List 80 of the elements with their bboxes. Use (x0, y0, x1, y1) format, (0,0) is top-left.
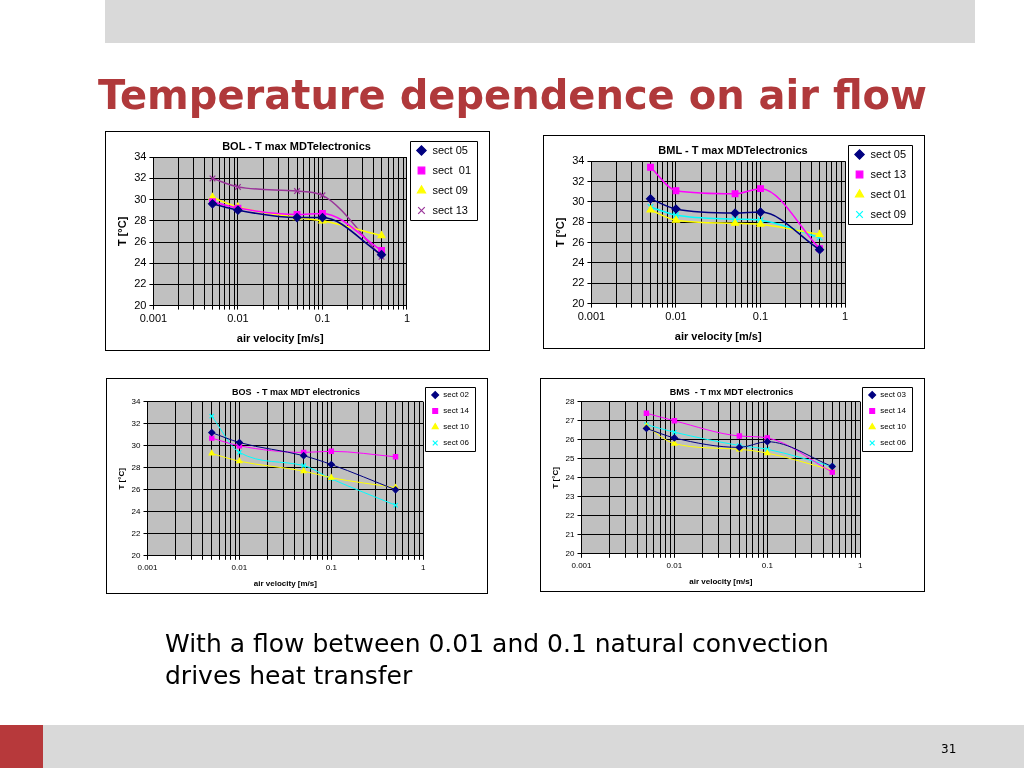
y-tick-label: 32 (572, 174, 585, 187)
y-tick-label: 27 (565, 416, 576, 425)
x-tick-label: 0.1 (761, 560, 774, 570)
y-tick-label: 26 (131, 485, 142, 494)
y-tick-label: 32 (131, 419, 142, 428)
x-tick-label: 0.001 (137, 562, 159, 572)
x-tick-label: 1 (403, 312, 411, 325)
y-tick-label: 20 (134, 298, 147, 311)
legend-label: sect 01 (870, 187, 906, 200)
text: With a flow between 0.01 and 0.1 natural convection drives heat transfer (165, 628, 830, 692)
y-tick-label: 30 (572, 194, 585, 207)
y-tick-label: 24 (565, 473, 576, 482)
y-tick-label: 24 (134, 256, 147, 269)
x-tick-label: 1 (857, 560, 863, 570)
y-tick-label: 26 (134, 235, 147, 248)
y-tick-label: 20 (131, 551, 142, 560)
y-tick-label: 22 (134, 277, 147, 290)
y-tick-label: 22 (131, 529, 142, 538)
y-tick-label: 24 (572, 255, 585, 268)
legend-label: sect 05 (870, 147, 906, 160)
y-axis-title: T [°C] (115, 216, 128, 247)
chart-title: BOL - T max MDTelectronics (222, 139, 371, 152)
x-tick-label: 0.1 (752, 310, 769, 323)
x-tick-label: 0.01 (666, 560, 683, 570)
legend-label: sect 03 (880, 390, 907, 400)
y-tick-label: 30 (134, 192, 147, 205)
legend-label: sect 10 (443, 422, 470, 432)
y-tick-label: 34 (131, 397, 142, 406)
text: Temperature dependence on air flow (98, 71, 927, 119)
x-tick-label: 0.001 (139, 312, 168, 325)
legend-label: sect 10 (880, 422, 907, 432)
y-tick-label: 25 (565, 454, 576, 463)
legend-label: sect 14 (880, 406, 907, 416)
x-tick-label: 0.001 (571, 560, 593, 570)
y-tick-label: 30 (131, 441, 142, 450)
y-tick-label: 20 (565, 549, 576, 558)
x-tick-label: 0.1 (325, 562, 338, 572)
x-tick-label: 0.01 (227, 312, 249, 325)
x-tick-label: 0.01 (231, 562, 248, 572)
y-tick-label: 32 (134, 171, 147, 184)
x-axis-title: air velocity [m/s] (674, 330, 762, 343)
legend-label: sect 13 (870, 167, 906, 180)
legend-label: sect 01 (432, 163, 472, 176)
y-axis-title: T [°C] (551, 466, 560, 489)
y-tick-label: 26 (572, 235, 585, 248)
y-tick-label: 28 (565, 397, 576, 406)
y-tick-label: 34 (134, 150, 147, 163)
chart-title: BOS - T max MDT electronics (231, 386, 361, 397)
y-tick-label: 22 (572, 276, 585, 289)
y-axis-title: T [°C] (117, 467, 126, 490)
y-tick-label: 28 (572, 215, 585, 228)
x-axis-title: air velocity [m/s] (236, 332, 324, 345)
y-axis-title: T [°C] (553, 217, 566, 248)
y-tick-label: 26 (565, 435, 576, 444)
chart-title: BML - T max MDTelectronics (658, 143, 808, 156)
y-tick-label: 34 (572, 154, 585, 167)
y-tick-label: 22 (565, 511, 576, 520)
y-tick-label: 28 (131, 463, 142, 472)
x-tick-label: 1 (420, 562, 426, 572)
chart-title: BMS - T mx MDT electronics (669, 386, 794, 397)
x-tick-label: 0.01 (665, 310, 687, 323)
x-tick-label: 1 (841, 310, 849, 323)
text: 31 (941, 742, 957, 756)
legend-label: sect 13 (432, 203, 468, 216)
x-tick-label: 0.001 (577, 310, 606, 323)
x-axis-title: air velocity [m/s] (253, 579, 318, 589)
y-tick-label: 23 (565, 492, 576, 501)
y-tick-label: 21 (565, 530, 576, 539)
y-tick-label: 28 (134, 213, 147, 226)
legend-label: sect 14 (443, 406, 470, 416)
x-axis-title: air velocity [m/s] (689, 577, 753, 587)
x-tick-label: 0.1 (314, 312, 331, 325)
legend-label: sect 06 (880, 438, 907, 448)
legend-label: sect 02 (443, 390, 470, 400)
legend-label: sect 06 (443, 438, 470, 448)
legend-label: sect 09 (870, 207, 906, 220)
legend-label: sect 09 (432, 183, 468, 196)
y-tick-label: 24 (131, 507, 142, 516)
y-tick-label: 20 (572, 296, 585, 309)
legend-label: sect 05 (432, 143, 468, 156)
